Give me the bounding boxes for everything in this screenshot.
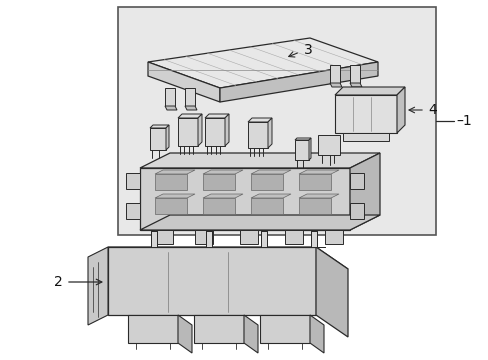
Polygon shape	[224, 114, 228, 146]
Polygon shape	[298, 194, 338, 198]
Polygon shape	[308, 138, 310, 160]
Polygon shape	[108, 247, 347, 269]
Polygon shape	[164, 88, 175, 106]
Polygon shape	[267, 118, 271, 148]
Polygon shape	[240, 230, 258, 244]
Bar	[178, 118, 198, 146]
Bar	[250, 174, 283, 190]
Bar	[203, 198, 235, 214]
Text: 2: 2	[54, 275, 63, 289]
Polygon shape	[184, 88, 195, 106]
Polygon shape	[294, 138, 310, 140]
Polygon shape	[194, 315, 244, 343]
Bar	[204, 118, 224, 146]
Text: 4: 4	[427, 103, 436, 117]
Polygon shape	[178, 114, 202, 118]
Polygon shape	[349, 153, 379, 230]
Polygon shape	[178, 315, 192, 353]
Polygon shape	[155, 194, 195, 198]
Polygon shape	[349, 65, 359, 83]
Polygon shape	[334, 87, 404, 95]
Polygon shape	[198, 231, 220, 247]
Polygon shape	[247, 118, 271, 122]
Bar	[294, 140, 308, 160]
Text: –1: –1	[455, 114, 471, 128]
Polygon shape	[88, 247, 108, 325]
Polygon shape	[396, 87, 404, 133]
Polygon shape	[349, 83, 361, 87]
Bar	[203, 174, 235, 190]
Polygon shape	[285, 230, 303, 244]
Polygon shape	[155, 170, 195, 174]
Polygon shape	[108, 247, 315, 315]
Polygon shape	[165, 125, 169, 150]
Polygon shape	[349, 173, 363, 189]
Polygon shape	[128, 315, 178, 343]
Bar	[155, 174, 186, 190]
Polygon shape	[342, 133, 388, 141]
Bar	[298, 198, 330, 214]
Polygon shape	[203, 170, 243, 174]
Polygon shape	[155, 230, 173, 244]
Bar	[250, 198, 283, 214]
Polygon shape	[250, 170, 290, 174]
Polygon shape	[142, 231, 164, 247]
Polygon shape	[349, 203, 363, 219]
Polygon shape	[329, 83, 341, 87]
Polygon shape	[126, 203, 140, 219]
Polygon shape	[148, 38, 377, 88]
Polygon shape	[148, 62, 220, 102]
Polygon shape	[184, 106, 197, 110]
Bar	[140, 168, 349, 230]
Bar	[150, 128, 165, 150]
Polygon shape	[315, 247, 347, 337]
Polygon shape	[334, 95, 396, 133]
Polygon shape	[298, 170, 338, 174]
Polygon shape	[244, 315, 258, 353]
Polygon shape	[164, 106, 177, 110]
Bar	[298, 174, 330, 190]
Polygon shape	[325, 230, 342, 244]
Text: 3: 3	[304, 43, 312, 57]
Polygon shape	[140, 215, 379, 230]
Polygon shape	[150, 125, 169, 128]
Polygon shape	[203, 194, 243, 198]
Polygon shape	[250, 194, 290, 198]
Polygon shape	[198, 114, 202, 146]
Polygon shape	[140, 153, 379, 168]
Polygon shape	[126, 173, 140, 189]
Polygon shape	[309, 315, 324, 353]
Bar	[118, 7, 435, 235]
Bar	[155, 198, 186, 214]
Polygon shape	[317, 135, 339, 155]
Bar	[247, 122, 267, 148]
Polygon shape	[260, 315, 309, 343]
Polygon shape	[220, 62, 377, 102]
Polygon shape	[204, 114, 228, 118]
Polygon shape	[329, 65, 339, 83]
Polygon shape	[303, 231, 325, 247]
Polygon shape	[195, 230, 213, 244]
Polygon shape	[252, 231, 274, 247]
